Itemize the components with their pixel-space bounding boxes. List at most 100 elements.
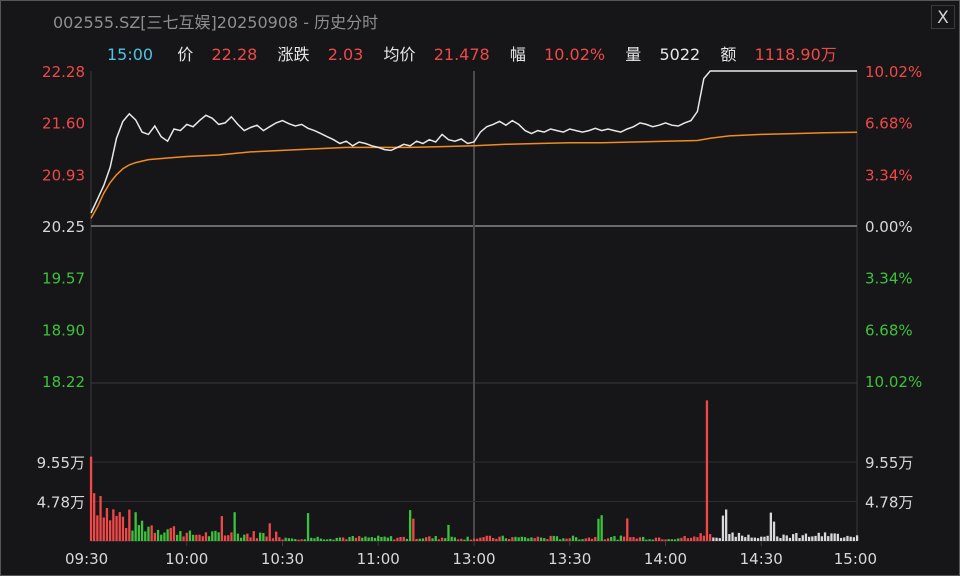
volume-bar: [169, 527, 172, 541]
volume-bar: [389, 536, 393, 541]
time-tick-label: 11:00: [357, 550, 400, 568]
volume-bar: [517, 537, 520, 541]
volume-bar: [367, 537, 370, 541]
volume-bar: [252, 531, 255, 541]
volume-bar: [546, 539, 549, 541]
volume-bar: [635, 538, 638, 541]
volume-bar: [271, 538, 275, 541]
volume-bar: [239, 537, 243, 541]
volume-bar: [93, 493, 96, 541]
volume-bar: [265, 536, 268, 541]
volume-bar: [278, 537, 281, 541]
volume-bar: [211, 531, 214, 541]
volume-bar: [610, 537, 613, 541]
volume-bar: [568, 538, 571, 541]
volume-bar: [112, 509, 115, 541]
volume-bar: [192, 534, 195, 541]
volume-bar: [182, 536, 185, 541]
info-price-value: 22.28: [211, 45, 258, 64]
volume-bar: [329, 538, 332, 541]
volume-bar: [281, 539, 284, 541]
volume-bar: [472, 538, 476, 541]
time-tick-label: 15:00: [834, 550, 877, 568]
price-tick-label-left: 19.57: [42, 270, 85, 288]
volume-bar: [520, 536, 523, 541]
volume-bar: [358, 536, 361, 541]
volume-bar: [230, 532, 233, 541]
volume-bar: [313, 538, 316, 541]
volume-bar: [402, 536, 405, 541]
volume-bar: [613, 536, 616, 541]
volume-bar: [150, 525, 153, 541]
volume-bar: [683, 536, 686, 541]
volume-bar: [527, 538, 530, 541]
volume-bar: [377, 535, 380, 541]
volume-bar: [469, 539, 472, 541]
volume-bar: [571, 535, 575, 541]
volume-bar: [437, 539, 440, 541]
time-tick-label: 09:30: [65, 550, 108, 568]
volume-bar: [243, 534, 246, 541]
info-change-value: 2.03: [327, 45, 364, 64]
volume-bar: [744, 537, 747, 541]
volume-bar: [306, 513, 310, 541]
info-pct-label: 幅: [509, 45, 526, 64]
volume-bar: [290, 538, 294, 541]
volume-tick-label-left: 9.55万: [37, 454, 85, 472]
volume-bar: [284, 537, 287, 541]
volume-bar: [326, 539, 329, 541]
volume-bar: [543, 538, 546, 541]
volume-bar: [533, 538, 536, 541]
volume-bar: [140, 520, 144, 541]
volume-bar: [466, 536, 469, 541]
close-button[interactable]: X: [931, 5, 955, 29]
volume-bar: [453, 537, 456, 541]
volume-bar: [236, 533, 239, 541]
price-tick-label-right: 6.68%: [865, 321, 913, 339]
volume-bar: [632, 537, 635, 541]
volume-bar: [195, 534, 198, 541]
volume-bar: [198, 534, 201, 541]
volume-bar: [166, 529, 169, 541]
volume-bar: [846, 535, 849, 541]
volume-bar: [523, 537, 527, 541]
volume-bar: [833, 533, 836, 541]
volume-bar: [207, 536, 211, 541]
volume-bar: [144, 531, 147, 541]
volume-bar: [782, 534, 785, 541]
price-tick-label-right: 0.00%: [865, 218, 913, 236]
volume-bar: [658, 537, 661, 541]
price-tick-label-right: 6.68%: [865, 115, 913, 133]
volume-bar: [495, 538, 498, 541]
volume-bar: [677, 538, 680, 541]
volume-bar: [204, 532, 208, 541]
window-title: 002555.SZ[三七互娱]20250908 - 历史分时: [53, 13, 379, 32]
volume-bar: [619, 535, 622, 541]
volume-bar: [415, 538, 418, 541]
volume-bar: [380, 537, 383, 541]
volume-bar: [348, 537, 351, 541]
volume-bar: [622, 536, 626, 541]
volume-bar: [849, 536, 852, 541]
time-tick-label: 13:30: [548, 550, 591, 568]
info-bar: 15:00 价 22.28 涨跌 2.03 均价 21.478 幅 10.02%…: [107, 41, 837, 65]
info-pct-value: 10.02%: [544, 45, 606, 64]
volume-bar: [552, 535, 555, 541]
volume-bar: [160, 534, 163, 541]
volume-bar: [626, 518, 629, 541]
volume-bar: [134, 512, 137, 541]
volume-bar: [131, 530, 134, 541]
volume-bar: [549, 535, 552, 541]
volume-bar: [788, 537, 792, 541]
volume-bar: [217, 532, 220, 541]
volume-bar: [795, 533, 798, 541]
volume-bar: [638, 537, 642, 541]
volume-bar: [428, 536, 431, 541]
volume-bar: [504, 538, 508, 541]
volume-bar: [418, 538, 421, 541]
volume-bar: [147, 526, 150, 541]
volume-bar: [386, 537, 389, 541]
volume-bar: [578, 539, 581, 541]
volume-bar: [128, 509, 131, 541]
